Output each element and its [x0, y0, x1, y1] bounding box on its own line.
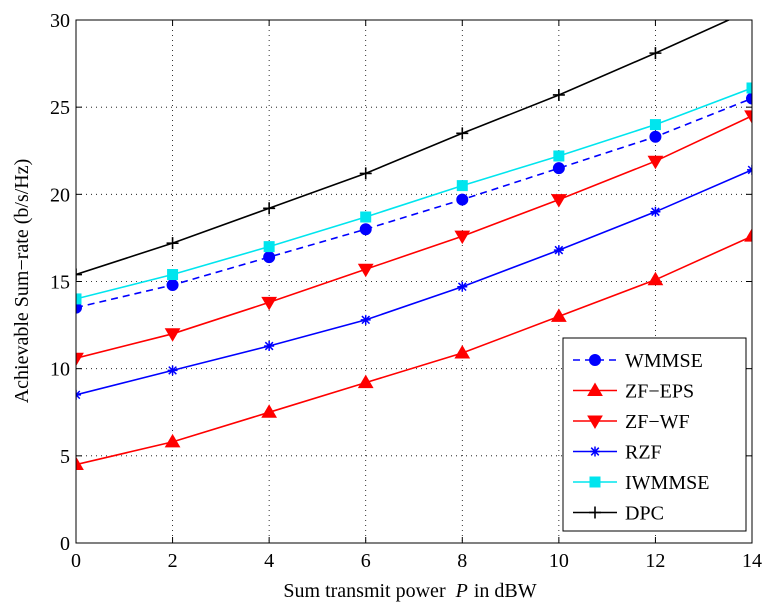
- legend-label: WMMSE: [625, 350, 703, 372]
- legend-label: RZF: [625, 442, 662, 464]
- data-point-zf-eps: [357, 374, 374, 389]
- legend-entry-iwmmse: IWMMSE: [573, 472, 709, 494]
- data-point-rzf: [457, 281, 468, 292]
- data-point-wmmse: [456, 193, 469, 206]
- data-point-iwmmse: [649, 119, 661, 131]
- data-point-iwmmse: [360, 211, 372, 223]
- series-dpc: [76, 4, 758, 281]
- data-point-wmmse: [263, 251, 276, 264]
- series-rzf: [76, 164, 752, 400]
- legend-swatch-marker: [587, 415, 603, 429]
- legend-swatch-marker: [589, 354, 601, 366]
- data-point-wmmse: [359, 223, 372, 236]
- x-tick-label: 0: [71, 550, 81, 572]
- legend-entry-zf-eps: ZF−EPS: [573, 381, 694, 403]
- data-point-wmmse: [166, 278, 179, 291]
- data-point-iwmmse: [167, 269, 179, 281]
- legend-label: DPC: [625, 503, 664, 525]
- x-tick-label: 12: [645, 550, 665, 572]
- data-point-wmmse: [552, 162, 565, 175]
- legend-entry-dpc: DPC: [573, 503, 664, 525]
- data-point-zf-wf: [357, 263, 374, 278]
- x-tick-label: 10: [549, 550, 569, 572]
- series-line-rzf: [76, 169, 752, 396]
- y-axis-title: Achievable Sum−rate (b/s/Hz): [11, 159, 33, 404]
- data-point-zf-eps: [164, 433, 181, 448]
- series-line-zf-eps: [76, 235, 752, 466]
- data-point-zf-wf: [550, 194, 567, 208]
- series-zf-eps: [76, 228, 752, 471]
- series-line-wmmse: [76, 97, 752, 309]
- data-point-iwmmse: [746, 82, 752, 94]
- series-line-zf-wf: [76, 115, 752, 359]
- x-tick-label: 2: [168, 550, 178, 572]
- series-line-iwmmse: [76, 87, 752, 300]
- x-tick-label: 14: [742, 550, 762, 572]
- data-point-dpc: [746, 4, 758, 16]
- legend-label: ZF−EPS: [625, 381, 694, 403]
- x-tick-label: 4: [264, 550, 274, 572]
- data-point-dpc: [359, 167, 372, 180]
- y-tick-label: 0: [60, 533, 70, 555]
- data-point-zf-eps: [261, 404, 278, 418]
- legend-label: ZF−WF: [625, 411, 690, 433]
- data-point-zf-eps: [744, 228, 752, 242]
- legend-swatch-marker: [590, 446, 600, 457]
- y-tick-label: 15: [50, 272, 70, 294]
- data-point-zf-eps: [550, 308, 567, 322]
- data-point-dpc: [552, 88, 565, 101]
- y-tick-label: 25: [50, 97, 70, 119]
- data-point-dpc: [166, 237, 179, 250]
- y-tick-label: 5: [60, 446, 70, 468]
- series-wmmse: [76, 92, 752, 314]
- data-point-zf-wf: [454, 230, 471, 245]
- data-point-dpc: [263, 202, 276, 215]
- data-point-rzf: [553, 245, 564, 256]
- legend-swatch-marker: [589, 506, 601, 519]
- x-tick-label: 8: [457, 550, 467, 572]
- legend-swatch-marker: [589, 476, 601, 488]
- data-point-rzf: [167, 365, 178, 376]
- data-point-iwmmse: [76, 293, 82, 305]
- data-point-zf-eps: [76, 456, 84, 471]
- legend-entry-wmmse: WMMSE: [573, 350, 703, 372]
- series-layer: [76, 4, 758, 471]
- data-point-wmmse: [76, 301, 82, 314]
- data-point-rzf: [650, 206, 661, 217]
- data-point-dpc: [76, 268, 82, 281]
- series-zf-wf: [76, 110, 752, 367]
- data-point-iwmmse: [456, 180, 468, 192]
- y-tick-label: 30: [50, 10, 70, 32]
- data-point-wmmse: [746, 92, 752, 105]
- data-point-zf-eps: [647, 271, 664, 286]
- legend: WMMSE ZF−EPS ZF−WF RZF IWMMSE DPC: [562, 337, 747, 532]
- data-point-zf-wf: [261, 296, 278, 311]
- y-tick-label: 10: [50, 359, 70, 381]
- series-line-dpc: [76, 20, 731, 276]
- data-point-iwmmse: [263, 241, 275, 253]
- ticks: 0 2 4 6 8 10 12 14 0 5 10 15 20 25 30: [50, 10, 762, 572]
- data-point-zf-wf: [647, 155, 664, 170]
- legend-box: [562, 337, 747, 532]
- data-point-rzf: [264, 341, 275, 352]
- data-point-iwmmse: [553, 150, 565, 162]
- x-tick-label: 6: [361, 550, 371, 572]
- data-point-zf-wf: [164, 328, 181, 342]
- legend-entry-rzf: RZF: [573, 442, 662, 464]
- legend-entry-zf-wf: ZF−WF: [573, 411, 690, 433]
- series-iwmmse: [76, 82, 752, 305]
- data-point-zf-wf: [744, 110, 752, 124]
- legend-swatch-marker: [587, 382, 603, 396]
- data-point-rzf: [360, 314, 371, 325]
- data-point-zf-eps: [454, 344, 471, 359]
- legend-label: IWMMSE: [625, 472, 709, 494]
- data-point-dpc: [649, 47, 662, 60]
- y-tick-label: 20: [50, 184, 70, 206]
- data-point-zf-wf: [76, 352, 84, 367]
- data-point-dpc: [456, 127, 469, 140]
- data-point-wmmse: [649, 130, 662, 143]
